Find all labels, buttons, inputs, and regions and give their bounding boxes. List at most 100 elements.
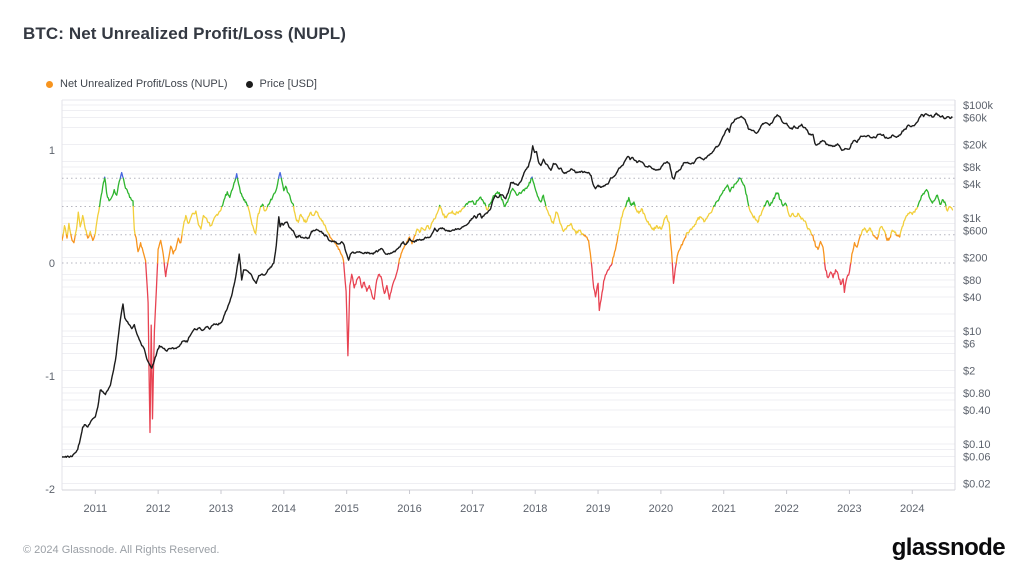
right-axis-tick-label: $1k xyxy=(963,213,981,225)
nupl-line-segment xyxy=(545,205,585,236)
nupl-line-segment xyxy=(748,205,765,223)
x-axis-tick-label: 2019 xyxy=(586,503,610,515)
x-axis-tick-label: 2014 xyxy=(272,503,296,515)
x-axis-tick-label: 2016 xyxy=(397,503,421,515)
nupl-line-segment xyxy=(88,230,92,236)
nupl-line-segment xyxy=(945,205,954,212)
nupl-line-segment xyxy=(247,205,262,235)
glassnode-logo: glassnode xyxy=(891,534,1006,561)
nupl-line-segment xyxy=(439,205,466,219)
x-axis-tick-label: 2021 xyxy=(711,503,735,515)
left-axis-tick-label: 0 xyxy=(49,258,55,270)
nupl-line-segment xyxy=(94,205,101,236)
x-axis-tick-label: 2011 xyxy=(83,503,107,515)
nupl-line-segment xyxy=(181,205,223,236)
chart-title: BTC: Net Unrealized Profit/Loss (NUPL) xyxy=(23,24,347,43)
nupl-line-segment xyxy=(685,205,715,236)
nupl-line-segment xyxy=(221,177,237,208)
nupl-line-segment xyxy=(414,205,441,236)
nupl-line-segment xyxy=(328,234,345,264)
x-axis-tick-label: 2015 xyxy=(334,503,358,515)
nupl-line-segment xyxy=(260,203,265,208)
nupl-line-segment xyxy=(860,227,874,236)
right-axis-tick-label: $100k xyxy=(963,100,993,112)
nupl-line-segment xyxy=(824,262,852,294)
nupl-line-segment xyxy=(74,211,88,236)
nupl-line-segment xyxy=(86,234,91,239)
right-axis-tick-label: $0.02 xyxy=(963,479,991,491)
nupl-line-segment xyxy=(266,177,280,208)
nupl-series-dot-icon xyxy=(46,80,53,88)
chart-legend: Net Unrealized Profit/Loss (NUPL) Price … xyxy=(46,78,317,90)
nupl-line-segment xyxy=(590,262,613,312)
nupl-line-segment xyxy=(163,262,169,278)
nupl-line-segment xyxy=(104,177,121,202)
right-axis-tick-label: $6 xyxy=(963,339,975,351)
nupl-line-segment xyxy=(872,234,880,240)
price-series-dot-icon xyxy=(245,80,253,88)
x-axis-tick-label: 2013 xyxy=(209,503,233,515)
nupl-line-segment xyxy=(763,192,788,208)
nupl-line-segment xyxy=(531,177,547,208)
x-axis-tick-label: 2012 xyxy=(146,503,170,515)
nupl-line-segment xyxy=(917,188,947,208)
x-axis-tick-label: 2024 xyxy=(900,503,924,515)
nupl-line-segment xyxy=(488,177,532,208)
nupl-line-segment xyxy=(236,177,249,208)
nupl-line-segment xyxy=(262,205,269,212)
nupl-line-segment xyxy=(134,234,147,264)
nupl-line-segment xyxy=(811,234,826,264)
nupl-line-segment xyxy=(280,177,295,208)
nupl-line-segment xyxy=(62,225,68,236)
right-axis-tick-label: $2 xyxy=(963,366,975,378)
right-axis-tick-label: $0.40 xyxy=(963,405,991,417)
nupl-line-segment xyxy=(122,177,134,208)
left-axis-tick-label: 1 xyxy=(49,145,55,157)
legend-item-price[interactable]: Price [USD] xyxy=(245,78,317,90)
nupl-line-segment xyxy=(145,262,159,434)
legend-label-price: Price [USD] xyxy=(259,78,317,90)
nupl-line-segment xyxy=(634,205,671,236)
nupl-line-segment xyxy=(398,234,417,264)
nupl-line-segment xyxy=(98,177,106,208)
nupl-line-segment xyxy=(899,205,919,236)
nupl-line-segment xyxy=(611,234,619,264)
nupl-line-segment xyxy=(713,177,740,208)
nupl-line-segment xyxy=(485,205,490,211)
nupl-line-segment xyxy=(582,234,593,264)
nupl-line-segment xyxy=(70,234,76,244)
nupl-line-segment xyxy=(132,205,136,236)
right-axis-tick-label: $40 xyxy=(963,292,981,304)
nupl-line-segment xyxy=(895,234,901,238)
right-axis-tick-label: $200 xyxy=(963,253,987,265)
right-axis-tick-label: $8k xyxy=(963,162,981,174)
grid-lines xyxy=(61,99,956,491)
legend-item-nupl[interactable]: Net Unrealized Profit/Loss (NUPL) xyxy=(46,78,228,90)
nupl-line-segment xyxy=(66,222,72,236)
x-axis-tick-label: 2022 xyxy=(774,503,798,515)
right-axis-tick-label: $10 xyxy=(963,326,981,338)
nupl-line-segment xyxy=(464,196,487,208)
nupl-line-segment xyxy=(671,262,677,284)
x-axis-tick-label: 2017 xyxy=(460,503,484,515)
series-layer xyxy=(62,112,954,458)
right-axis-tick-label: $20k xyxy=(963,140,987,152)
nupl-line-segment xyxy=(65,234,69,239)
price-line xyxy=(62,112,953,458)
nupl-line-segment xyxy=(292,205,331,236)
nupl-line-segment xyxy=(786,205,813,236)
nupl-line-segment xyxy=(119,171,124,179)
legend-label-nupl: Net Unrealized Profit/Loss (NUPL) xyxy=(60,78,228,90)
right-axis-tick-label: $4k xyxy=(963,179,981,191)
nupl-line-segment xyxy=(877,225,887,236)
copyright-text: © 2024 Glassnode. All Rights Reserved. xyxy=(23,544,220,556)
right-axis-tick-label: $80 xyxy=(963,275,981,287)
nupl-line-segment xyxy=(890,229,897,236)
nupl-line-segment xyxy=(156,239,165,264)
nupl-line-segment xyxy=(675,234,687,264)
nupl-line-segment xyxy=(625,196,636,208)
right-axis-tick-label: $0.10 xyxy=(963,439,991,451)
nupl-line-segment xyxy=(277,171,282,179)
